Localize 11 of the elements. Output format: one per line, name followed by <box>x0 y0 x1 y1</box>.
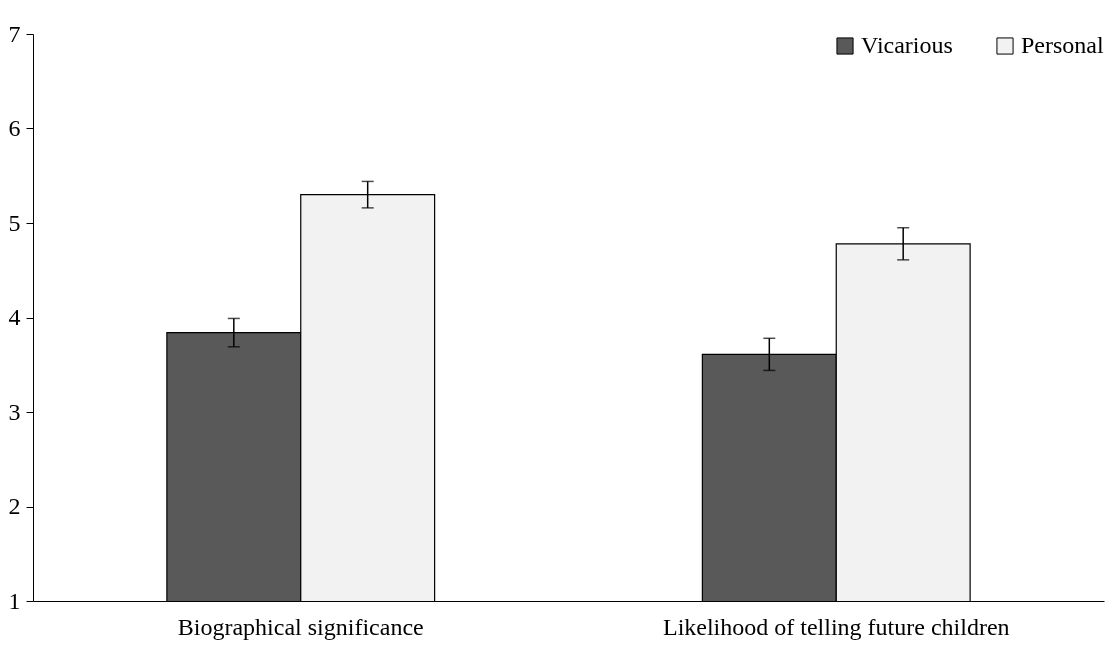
legend-label: Vicarious <box>861 32 953 58</box>
x-tick-label: Biographical significance <box>177 613 424 640</box>
y-tick-label: 5 <box>8 209 21 236</box>
y-tick-label: 1 <box>8 587 21 614</box>
y-tick-label: 4 <box>8 304 21 330</box>
legend-label: Personal <box>1021 32 1104 58</box>
x-tick-label: Likelihood of telling future children <box>662 613 1010 640</box>
y-tick-label: 7 <box>8 20 21 47</box>
y-tick-label: 2 <box>8 493 21 519</box>
y-tick-label: 3 <box>8 398 21 425</box>
y-tick-label: 6 <box>8 115 21 141</box>
